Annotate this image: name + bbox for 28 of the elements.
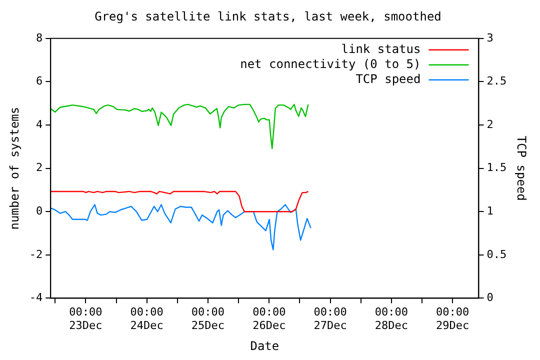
legend-label: TCP speed xyxy=(356,72,421,86)
y2-axis-title: TCP speed xyxy=(514,136,529,201)
y2-tick-label: 0.5 xyxy=(486,248,507,261)
y2-tick-label: 1 xyxy=(486,204,494,218)
y2-tick-label: 2 xyxy=(486,118,494,131)
y-tick-label: 2 xyxy=(36,161,43,174)
legend-label: link status xyxy=(341,42,421,56)
x-tick-label: 00:00 26Dec xyxy=(252,306,286,332)
y-tick-label: -2 xyxy=(29,248,43,261)
x-axis-title: Date xyxy=(250,338,280,353)
x-tick-label: 00:00 28Dec xyxy=(374,306,408,332)
x-tick-label: 00:00 27Dec xyxy=(314,306,347,332)
y-tick-label: 0 xyxy=(36,204,43,218)
y2-tick-label: 3 xyxy=(486,31,494,44)
y-tick-label: 8 xyxy=(36,31,43,44)
y2-tick-label: 0 xyxy=(486,291,494,304)
chart-title: Greg's satellite link stats, last week, smoothed xyxy=(94,9,442,24)
y-tick-label: 6 xyxy=(36,74,43,88)
y-tick-label: -4 xyxy=(29,291,44,304)
y2-tick-label: 1.5 xyxy=(486,161,507,174)
y2-tick-label: 2.5 xyxy=(486,74,507,88)
legend-label: net connectivity (0 to 5) xyxy=(240,57,421,72)
y-axis-title: number of systems xyxy=(7,106,22,230)
x-tick-label: 00:00 29Dec xyxy=(436,306,470,332)
x-tick-label: 00:00 24Dec xyxy=(130,306,164,332)
x-tick-label: 00:00 23Dec xyxy=(69,306,102,332)
y-tick-label: 4 xyxy=(36,118,44,131)
x-tick-label: 00:00 25Dec xyxy=(191,306,225,332)
